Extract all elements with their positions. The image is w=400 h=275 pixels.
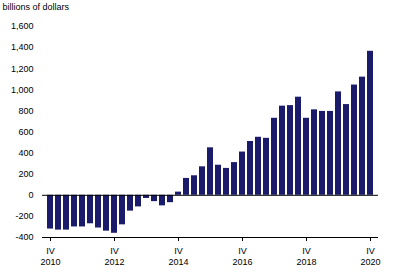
- svg-text:-400: -400: [15, 232, 33, 242]
- svg-text:IV2016: IV2016: [232, 246, 252, 267]
- svg-text:IV2014: IV2014: [168, 246, 188, 267]
- svg-text:800: 800: [18, 106, 33, 116]
- svg-text:billions of dollars: billions of dollars: [3, 2, 70, 12]
- svg-text:200: 200: [18, 169, 33, 179]
- svg-text:600: 600: [18, 127, 33, 137]
- svg-text:1,400: 1,400: [11, 42, 34, 52]
- svg-text:IV2010: IV2010: [40, 246, 60, 267]
- svg-text:0: 0: [28, 190, 33, 200]
- svg-text:400: 400: [18, 148, 33, 158]
- svg-text:IV2012: IV2012: [104, 246, 124, 267]
- svg-text:-200: -200: [15, 211, 33, 221]
- svg-text:IV2018: IV2018: [296, 246, 316, 267]
- svg-text:1,000: 1,000: [11, 85, 34, 95]
- svg-text:1,600: 1,600: [11, 21, 34, 31]
- svg-text:IV2020: IV2020: [360, 246, 380, 267]
- svg-text:1,200: 1,200: [11, 64, 34, 74]
